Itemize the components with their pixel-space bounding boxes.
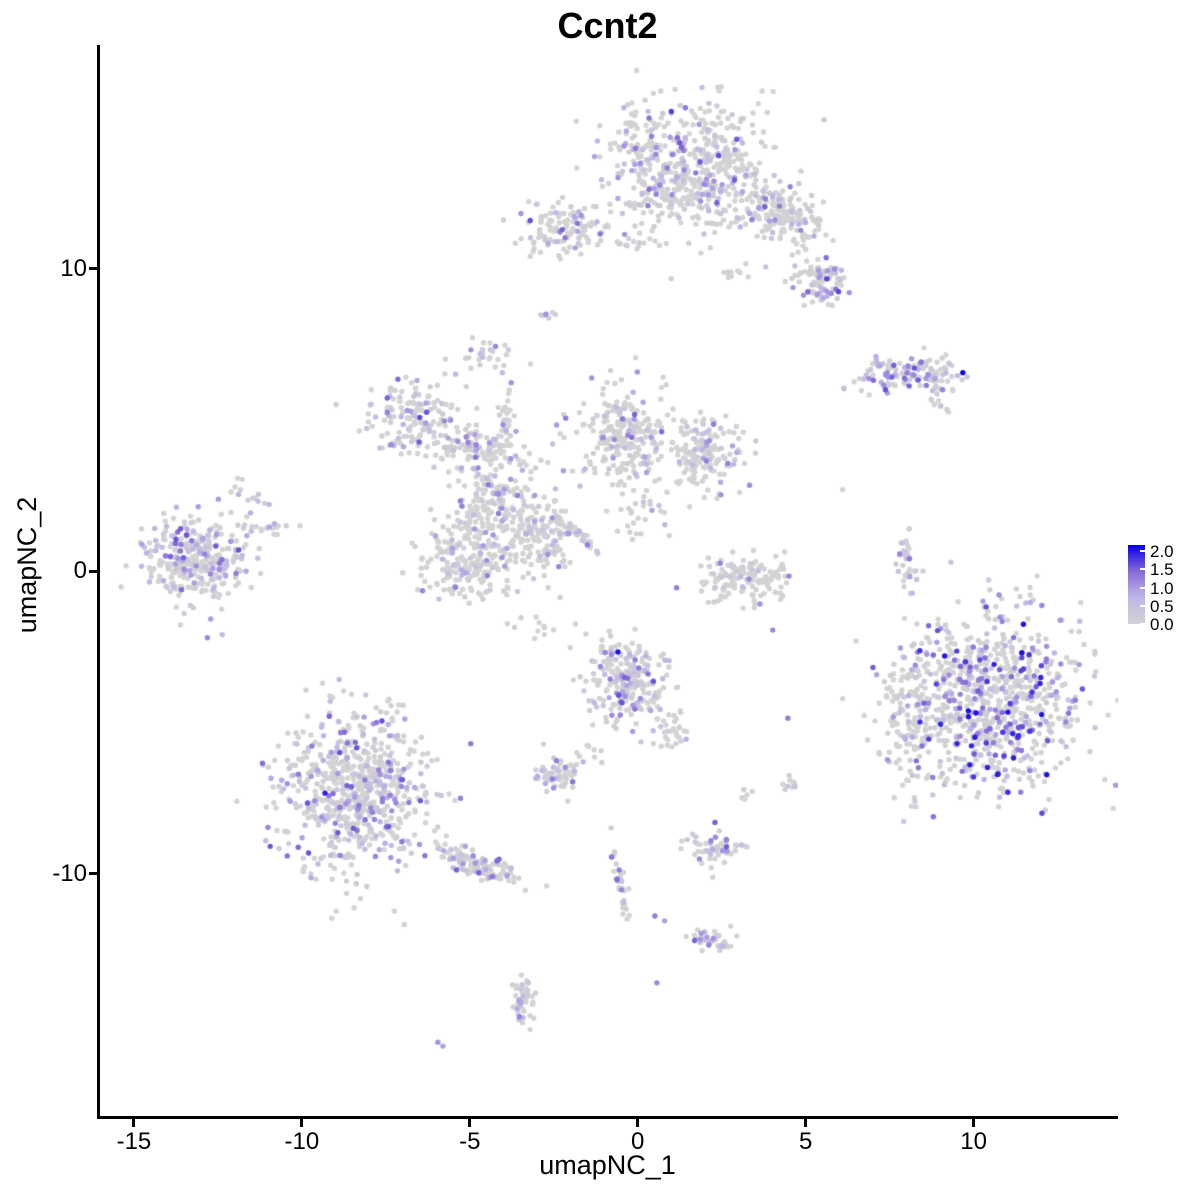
legend-tick-label: 1.0 (1150, 578, 1174, 598)
x-tick-label: -10 (284, 1128, 320, 1155)
y-tick-mark (89, 569, 97, 573)
x-tick-mark (132, 1119, 136, 1127)
legend-tick-mark (1140, 604, 1145, 607)
x-tick-label: 5 (798, 1128, 813, 1155)
x-tick-label: -15 (116, 1128, 152, 1155)
x-tick-label: 0 (631, 1128, 645, 1155)
legend-gradient-bar (1128, 545, 1145, 624)
x-tick-mark (468, 1119, 472, 1127)
x-tick-mark (636, 1119, 640, 1127)
y-tick-label: 10 (60, 254, 87, 282)
legend-tick-label: 0.0 (1150, 615, 1174, 634)
y-tick-mark (89, 872, 97, 876)
y-axis-title: umapNC_2 (12, 496, 42, 634)
plot-panel (97, 45, 1118, 1119)
y-tick-label: 0 (73, 557, 87, 585)
legend-tick-mark (1140, 550, 1145, 552)
legend-tick-mark (1140, 586, 1145, 589)
legend-tick-mark (1140, 623, 1145, 625)
x-tick-label: -5 (459, 1128, 481, 1155)
x-tick-mark (300, 1119, 304, 1127)
y-tick-label: -10 (52, 859, 87, 887)
x-tick-mark (972, 1119, 976, 1127)
legend-tick-mark (1140, 568, 1145, 571)
legend-tick-label: 2.0 (1150, 542, 1174, 561)
x-tick-mark (804, 1119, 808, 1127)
x-axis-title: umapNC_1 (539, 1150, 676, 1180)
y-tick-mark (89, 267, 97, 271)
legend-tick-label: 0.5 (1150, 596, 1174, 616)
plot-title: Ccnt2 (557, 5, 658, 46)
legend-tick-label: 1.5 (1150, 560, 1174, 580)
x-tick-label: 10 (960, 1128, 987, 1155)
